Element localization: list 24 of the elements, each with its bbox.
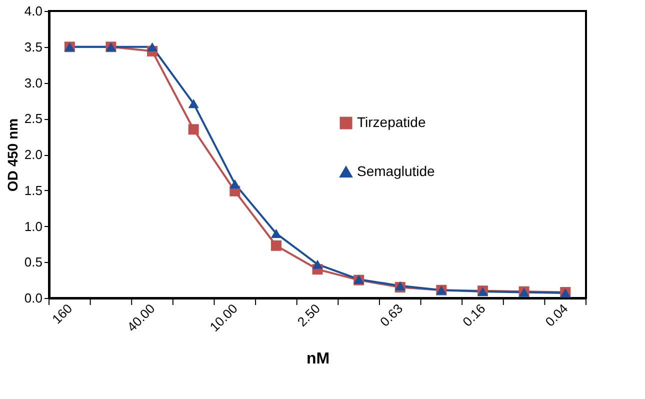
point xyxy=(312,260,323,269)
point xyxy=(188,124,199,135)
point xyxy=(188,99,199,108)
y-axis-title: OD 450 nm xyxy=(4,118,20,192)
y-tick-label: 0.5 xyxy=(24,254,42,270)
y-tick-label: 2.5 xyxy=(24,111,42,126)
y-tick-label: 3.5 xyxy=(24,39,42,54)
y-tick-label: 2.0 xyxy=(24,147,42,162)
x-tick-label: 0.04 xyxy=(542,300,571,330)
x-tick-label: 0.16 xyxy=(460,300,488,330)
point xyxy=(147,42,158,52)
x-tick-label: 0.63 xyxy=(377,300,406,330)
x-axis-title: nM xyxy=(306,350,330,368)
y-tick-label: 4.0 xyxy=(24,4,42,18)
point xyxy=(230,179,240,188)
legend-label: Semaglutide xyxy=(357,163,436,179)
legend-label: Tirzepatide xyxy=(357,114,426,130)
point xyxy=(270,228,282,238)
y-tick-label: 1.0 xyxy=(24,218,42,234)
point xyxy=(270,240,282,251)
x-tick-label: 160 xyxy=(49,300,76,327)
y-tick-label: 3.0 xyxy=(24,75,42,90)
y-tick-label: 1.5 xyxy=(24,182,42,198)
y-tick-label: 0.0 xyxy=(24,290,42,306)
